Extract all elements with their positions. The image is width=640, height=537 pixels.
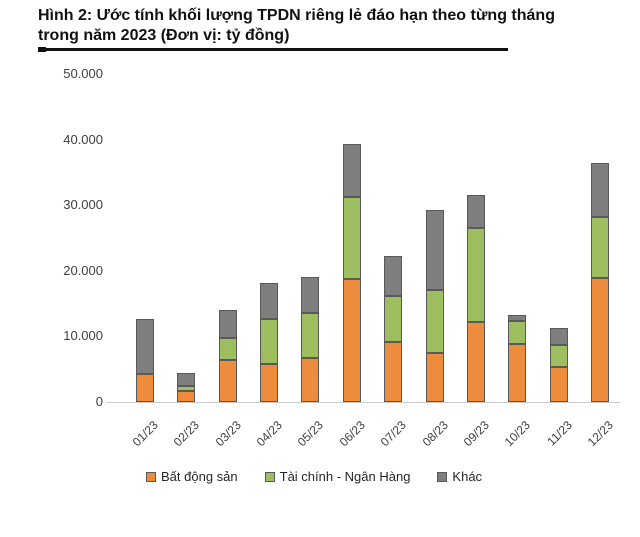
bar-segment <box>508 344 527 402</box>
bar-03-23 <box>218 310 237 402</box>
bar-segment <box>425 209 444 290</box>
x-axis-line <box>107 402 620 403</box>
bar-segment <box>136 319 154 375</box>
y-axis-tick-label: 40.000 <box>63 131 103 147</box>
bar-02-23 <box>177 372 196 402</box>
bar-segment <box>384 341 403 402</box>
bar-07-23 <box>384 255 403 402</box>
legend-label: Khác <box>452 469 483 484</box>
bar-segment <box>384 296 403 342</box>
x-axis: 01/23 02/23 03/23 04/23 05/23 06/23 07/23 08/23… <box>107 410 620 456</box>
y-axis-tick-label: 20.000 <box>63 262 103 278</box>
bar-segment <box>466 321 485 402</box>
y-axis-tick-label: 0 <box>95 394 103 409</box>
bar-segment <box>549 344 568 367</box>
bar-segment <box>177 390 196 402</box>
bar-segment <box>260 319 279 364</box>
bar-segment <box>177 372 196 386</box>
legend-swatch-icon <box>264 471 275 482</box>
chart-title-line2: trong năm 2023 (Đơn vị: tỷ đồng) <box>38 27 290 44</box>
bar-05-23 <box>301 276 320 402</box>
bar-segment <box>425 289 444 353</box>
bar-segment <box>590 163 609 218</box>
bar-segment <box>301 312 320 359</box>
bar-segment <box>301 276 320 313</box>
bar-segment <box>590 278 609 402</box>
bar-06-23 <box>342 143 361 402</box>
bar-segment <box>342 197 361 279</box>
bar-segment <box>425 352 444 402</box>
bar-08-23 <box>425 209 444 402</box>
bar-segment <box>549 366 568 402</box>
legend-label: Bất động sản <box>161 469 238 484</box>
bar-segment <box>260 363 279 402</box>
bar-segment <box>590 217 609 279</box>
bar-11-23 <box>549 327 568 402</box>
bar-12-23 <box>590 163 609 402</box>
bar-segment <box>342 278 361 402</box>
bar-segment <box>466 228 485 322</box>
legend-item: Khác <box>437 469 482 484</box>
bar-segment <box>508 321 527 345</box>
bar-segment <box>384 255 403 297</box>
bar-segment <box>218 338 237 361</box>
legend-label: Tài chính - Ngân Hàng <box>279 469 411 484</box>
bar-04-23 <box>260 282 279 402</box>
bar-segment <box>260 282 279 320</box>
chart-title: Hình 2: Ước tính khối lượng TPDN riêng l… <box>38 6 613 46</box>
y-axis-tick-label: 50.000 <box>63 66 103 81</box>
bar-segment <box>342 143 361 198</box>
y-axis-tick-label: 30.000 <box>63 197 103 213</box>
bar-10-23 <box>508 315 527 402</box>
bar-segment <box>136 374 154 402</box>
bar-09-23 <box>466 195 485 402</box>
chart-title-line1: Hình 2: Ước tính khối lượng TPDN riêng l… <box>38 7 555 24</box>
title-underline <box>38 48 508 51</box>
y-axis-tick-label: 10.000 <box>63 328 103 344</box>
plot-area: 01/23 02/23 03/23 04/23 05/23 06/23 07/23 08/23… <box>107 74 620 449</box>
legend-swatch-icon <box>437 471 448 482</box>
bar-segment <box>549 327 568 345</box>
legend-item: Bất động sản <box>146 469 238 484</box>
legend-swatch-icon <box>146 471 156 482</box>
legend: Bất động sản Tài chính - Ngân Hàng Khác <box>146 469 482 484</box>
legend-item: Tài chính - Ngân Hàng <box>264 469 411 484</box>
bar-segment <box>218 310 237 339</box>
bar-segment <box>508 315 527 322</box>
bar-segment <box>466 195 485 229</box>
bar-segment <box>218 360 237 402</box>
bar-segment <box>301 358 320 402</box>
bar-segment <box>177 385 196 391</box>
bar-01-23 <box>136 319 154 402</box>
